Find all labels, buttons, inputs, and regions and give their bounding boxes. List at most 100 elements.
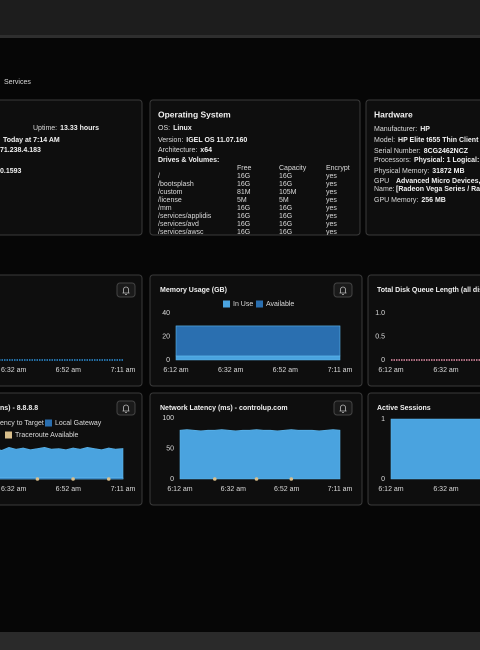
x-tick-label: 6:52 am bbox=[56, 486, 81, 493]
row-value: 31872 MB bbox=[432, 168, 464, 175]
x-tick-label: 7:11 am bbox=[111, 486, 136, 493]
row-value: Linux bbox=[173, 125, 192, 132]
top-bar bbox=[0, 0, 480, 35]
chart-title: Network Latency (ms) - controlup.com bbox=[160, 405, 288, 412]
y-tick-label: 20 bbox=[162, 333, 170, 340]
area bbox=[179, 429, 341, 480]
y-tick-label: 0.5 bbox=[375, 333, 385, 340]
table-cell: 16G bbox=[237, 205, 250, 212]
table-cell: 16G bbox=[237, 229, 250, 236]
area bbox=[175, 325, 341, 357]
row-value: 13.33 hours bbox=[60, 125, 99, 132]
table-cell: /mm bbox=[158, 205, 172, 212]
table-cell: /license bbox=[158, 197, 182, 204]
os-row: OS: Linux bbox=[158, 125, 192, 132]
system-row: 0.1593 bbox=[0, 168, 22, 175]
x-tick-label: 6:12 am bbox=[378, 367, 403, 374]
x-tick-label: 6:32 am bbox=[1, 486, 26, 493]
table-cell: 105M bbox=[279, 189, 297, 196]
row-value: Today at 7:14 AM bbox=[3, 137, 60, 144]
y-tick-label: 0 bbox=[166, 357, 170, 364]
table-cell: 16G bbox=[237, 173, 250, 180]
table-cell: /services/avd bbox=[158, 221, 199, 228]
y-tick-label: 0 bbox=[170, 476, 174, 483]
table-cell: yes bbox=[326, 189, 337, 196]
system-row: :Today at 7:14 AM bbox=[0, 137, 60, 144]
drives-table: Free Capacity Encrypt/16G 16G yes/bootsplash… bbox=[158, 165, 350, 236]
row-label: GPU Memory: bbox=[374, 197, 418, 204]
row-value: 8CG2462NCZ bbox=[424, 148, 469, 155]
column-header: Free bbox=[237, 165, 252, 172]
legend-label: Traceroute Available bbox=[15, 432, 79, 439]
row-label: OS: bbox=[158, 125, 170, 132]
bell-button[interactable] bbox=[116, 400, 136, 416]
row-label: Serial Number: bbox=[374, 148, 421, 155]
table-cell: /bootsplash bbox=[158, 181, 194, 188]
marker bbox=[289, 477, 294, 481]
x-tick-label: 6:52 am bbox=[274, 486, 299, 493]
x-tick-label: 6:32 am bbox=[218, 367, 243, 374]
table-cell: 16G bbox=[279, 173, 292, 180]
x-tick-label: 6:32 am bbox=[221, 486, 246, 493]
chart-card bbox=[367, 274, 480, 387]
table-cell: /custom bbox=[158, 189, 183, 196]
table-cell: yes bbox=[326, 205, 337, 212]
table-cell: yes bbox=[326, 197, 337, 204]
table-cell: yes bbox=[326, 221, 337, 228]
table-cell: 5M bbox=[279, 197, 289, 204]
hardware-row: Manufacturer: HP bbox=[374, 126, 430, 133]
table-cell: 81M bbox=[237, 189, 251, 196]
legend-label: In Use bbox=[233, 301, 253, 308]
row-label: Processors: bbox=[374, 157, 411, 164]
row-value: Physical: 1 Logical: 4 bbox=[414, 157, 480, 164]
marker bbox=[254, 477, 259, 481]
area bbox=[0, 477, 124, 480]
card-title: Hardware bbox=[374, 109, 413, 119]
bell-button[interactable] bbox=[116, 282, 136, 298]
table-cell: 16G bbox=[279, 181, 292, 188]
x-tick-label: 6:32 am bbox=[433, 486, 458, 493]
table-cell: 16G bbox=[237, 181, 250, 188]
row-value: HP Elite t655 Thin Client bbox=[398, 137, 479, 144]
chart-title: Total Disk Queue Length (all disks) bbox=[377, 287, 480, 294]
hardware-row: Serial Number: 8CG2462NCZ bbox=[374, 148, 469, 155]
legend-label: ency to Target bbox=[0, 420, 44, 427]
table-cell: 16G bbox=[279, 221, 292, 228]
table-cell: / bbox=[158, 173, 160, 180]
bell-button[interactable] bbox=[333, 400, 353, 416]
chart-title: ns) - 8.8.8.8 bbox=[0, 405, 38, 412]
hardware-row: Model: HP Elite t655 Thin Client bbox=[374, 137, 479, 144]
os-row: Architecture: x64 bbox=[158, 147, 212, 154]
x-tick-label: 7:11 am bbox=[328, 486, 353, 493]
hardware-row: Physical Memory: 31872 MB bbox=[374, 168, 465, 175]
bell-button[interactable] bbox=[333, 282, 353, 298]
table-cell: 16G bbox=[279, 213, 292, 220]
services-tab[interactable]: Services bbox=[4, 79, 31, 86]
x-tick-label: 6:12 am bbox=[378, 486, 403, 493]
area bbox=[390, 418, 480, 480]
os-card bbox=[149, 99, 361, 236]
table-cell: /services/awsc bbox=[158, 229, 204, 236]
marker bbox=[106, 477, 111, 481]
row-label: Uptime: bbox=[33, 125, 57, 132]
legend-swatch bbox=[45, 419, 52, 427]
row-value: Advanced Micro Devices, Inc bbox=[396, 178, 480, 185]
table-cell: 16G bbox=[279, 229, 292, 236]
row-label: Architecture: bbox=[158, 147, 197, 154]
row-value: x64 bbox=[200, 147, 212, 154]
row-label: Physical Memory: bbox=[374, 168, 429, 175]
table-cell: 16G bbox=[279, 205, 292, 212]
x-tick-label: 6:52 am bbox=[273, 367, 298, 374]
row-value: 0.1593 bbox=[0, 168, 22, 175]
row-value: 256 MB bbox=[421, 197, 446, 204]
x-tick-label: 7:11 am bbox=[328, 367, 353, 374]
table-cell: yes bbox=[326, 173, 337, 180]
row-value: HP bbox=[420, 126, 430, 133]
legend-swatch bbox=[223, 300, 230, 308]
area bbox=[0, 446, 124, 480]
row-label: Model: bbox=[374, 137, 395, 144]
table-cell: 5M bbox=[237, 197, 247, 204]
row-label: Manufacturer: bbox=[374, 126, 417, 133]
x-tick-label: 6:12 am bbox=[167, 486, 192, 493]
